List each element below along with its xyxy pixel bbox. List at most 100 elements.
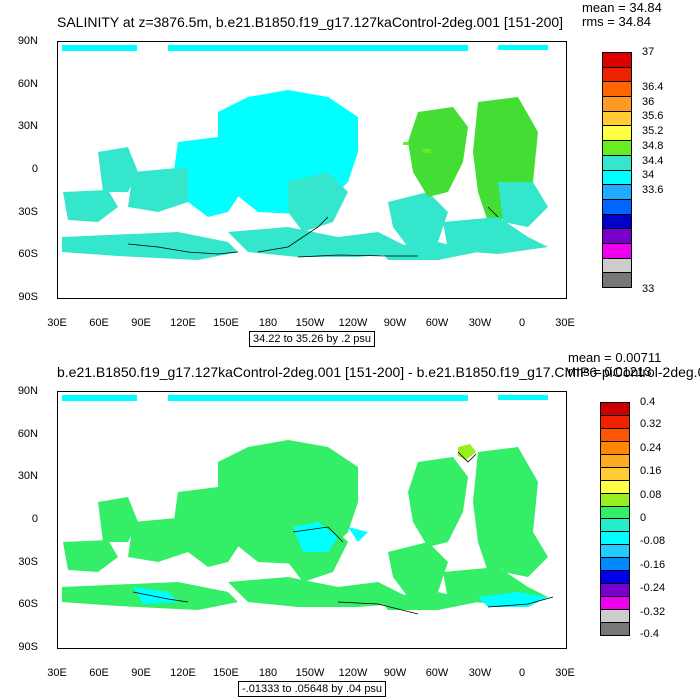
panel2-lat-label-90n: 90N bbox=[17, 385, 38, 397]
panel2-colorbar-label: -0.32 bbox=[640, 605, 666, 618]
panel2-colorbar-label: 0.4 bbox=[640, 396, 656, 408]
panel1-colorbar-label: 36 bbox=[642, 95, 655, 108]
panel2-contour-lines bbox=[132, 451, 554, 615]
panel1-lon-label: 60E bbox=[89, 317, 109, 329]
panel2-colorbar-label: -0.24 bbox=[640, 582, 666, 595]
panel2-colorbar-swatch bbox=[601, 454, 629, 468]
panel2-lon-label: 150E bbox=[213, 667, 239, 679]
panel2-lon-label: 30W bbox=[468, 667, 492, 679]
panel1-colorbar-label: 34.8 bbox=[642, 139, 664, 152]
panel2-lat-label-30n: 30N bbox=[17, 470, 38, 482]
panel1-mean: mean = 34.84 bbox=[582, 0, 662, 15]
panel1-colorbar-label: 36.4 bbox=[642, 80, 664, 93]
panel1-colorbar-swatch bbox=[603, 53, 631, 68]
panel2-map bbox=[57, 391, 567, 649]
panel1-map bbox=[57, 41, 567, 299]
panel2-colorbar-swatch bbox=[601, 428, 629, 442]
panel2-colorbar-swatch bbox=[601, 506, 629, 520]
panel1-lat-label-90s: 90S bbox=[18, 291, 38, 303]
panel2-lat-label-60n: 60N bbox=[17, 428, 38, 440]
panel1-lon-label: 30E bbox=[47, 317, 67, 329]
panel2-lat-label-0: 0 bbox=[31, 513, 38, 525]
panel2-mean: mean = 0.00711 bbox=[568, 350, 662, 365]
panel2-lon-label: 30E bbox=[47, 667, 67, 679]
panel2-colorbar-swatch bbox=[601, 597, 629, 610]
panel1-lon-label: 180 bbox=[258, 317, 278, 329]
panel1-title: SALINITY at z=3876.5m, b.e21.B1850.f19_g… bbox=[57, 14, 564, 30]
panel1-colorbar-swatch bbox=[603, 155, 631, 171]
panel2-colorbar-swatch bbox=[601, 558, 629, 572]
panel2-colorbar-label: 0.08 bbox=[640, 488, 662, 501]
panel1-lat-label-60n: 60N bbox=[17, 78, 38, 90]
panel1-colorbar-label: 35.2 bbox=[642, 125, 664, 138]
panel2-rms: rms = 0.01213 bbox=[568, 364, 652, 379]
panel2-lon-label: 0 bbox=[518, 667, 526, 679]
panel2-colorbar-swatch bbox=[601, 545, 629, 559]
panel1-colorbar-swatch bbox=[603, 229, 631, 244]
panel1-colorbar-swatch bbox=[603, 111, 631, 127]
panel1-colorbar-swatch bbox=[603, 258, 631, 274]
panel2-colorbar-swatch bbox=[601, 467, 629, 481]
panel1-lon-label: 30W bbox=[468, 317, 492, 329]
panel1-colorbar bbox=[602, 52, 632, 288]
panel1-colorbar-swatch bbox=[603, 243, 631, 259]
panel2-lon-label: 90W bbox=[383, 667, 407, 679]
panel1-rms: rms = 34.84 bbox=[582, 14, 652, 29]
panel1-contour-info: 34.22 to 35.26 by .2 psu bbox=[249, 331, 376, 347]
panel1-lon-label: 90E bbox=[131, 317, 151, 329]
panel1-colorbar-swatch bbox=[603, 170, 631, 186]
panel2-colorbar-label: -0.08 bbox=[640, 535, 666, 548]
panel1-colorbar-swatch bbox=[603, 185, 631, 200]
panel1-lon-label: 60W bbox=[425, 317, 449, 329]
panel2-title: b.e21.B1850.f19_g17.127kaControl-2deg.00… bbox=[57, 364, 700, 380]
panel2-lon-label: 120W bbox=[338, 667, 368, 679]
panel2-colorbar-swatch bbox=[601, 493, 629, 507]
panel1-colorbar-swatch bbox=[603, 199, 631, 215]
panel1-lat-label-0: 0 bbox=[31, 163, 38, 175]
panel1-colorbar-label: 37 bbox=[642, 46, 655, 58]
panel1-lat-label-90n: 90N bbox=[17, 35, 38, 47]
panel1-colorbar-label: 34 bbox=[642, 169, 655, 182]
panel2-lat-label-60s: 60S bbox=[18, 598, 38, 610]
panel1-lon-label: 90W bbox=[383, 317, 407, 329]
panel2-colorbar-label: -0.16 bbox=[640, 558, 666, 571]
panel1-lon-label: 0 bbox=[518, 317, 526, 329]
panel2-colorbar-label: 0.16 bbox=[640, 465, 662, 478]
panel1-lon-label: 120E bbox=[170, 317, 196, 329]
panel1-lon-label: 150W bbox=[295, 317, 325, 329]
panel2-colorbar-label: 0.32 bbox=[640, 418, 662, 431]
panel2-colorbar-swatch bbox=[601, 622, 629, 635]
panel2-map-field bbox=[62, 395, 554, 615]
panel2-colorbar-swatch bbox=[601, 584, 629, 598]
panel1-colorbar-swatch bbox=[603, 214, 631, 230]
panel1-lon-label: 150E bbox=[213, 317, 239, 329]
panel1-colorbar-label: 33.6 bbox=[642, 184, 664, 197]
panel2-lat-label-90s: 90S bbox=[18, 641, 38, 653]
panel1-colorbar-swatch bbox=[603, 126, 631, 142]
panel2-lon-label: 90E bbox=[131, 667, 151, 679]
panel2-colorbar-swatch bbox=[601, 610, 629, 623]
panel1-contour-lines bbox=[127, 206, 499, 258]
panel2-colorbar-label: -0.4 bbox=[640, 628, 659, 640]
panel2-colorbar-swatch bbox=[601, 441, 629, 455]
panel1-colorbar-swatch bbox=[603, 67, 631, 83]
panel2-lon-label: 60E bbox=[89, 667, 109, 679]
panel2-colorbar-swatch bbox=[601, 519, 629, 533]
panel1-colorbar-swatch bbox=[603, 97, 631, 112]
panel1-ocean-fill bbox=[62, 45, 548, 260]
panel1-lat-label-30n: 30N bbox=[17, 120, 38, 132]
panel2-colorbar-label: 0 bbox=[640, 512, 647, 524]
panel1-colorbar-swatch bbox=[603, 141, 631, 156]
panel1-colorbar-label: 35.6 bbox=[642, 110, 664, 123]
panel2-colorbar-label: 0.24 bbox=[640, 441, 662, 454]
panel2-lon-label: 180 bbox=[258, 667, 278, 679]
panel1-colorbar-label: 34.4 bbox=[642, 154, 664, 167]
panel1-lat-label-60s: 60S bbox=[18, 248, 38, 260]
panel2-contour-info: -.01333 to .05648 by .04 psu bbox=[238, 681, 387, 697]
panel1-colorbar-swatch bbox=[603, 273, 631, 287]
panel2-lat-label-30s: 30S bbox=[18, 556, 38, 568]
panel2-lon-label: 150W bbox=[295, 667, 325, 679]
panel1-lon-label: 120W bbox=[338, 317, 368, 329]
panel2-colorbar-swatch bbox=[601, 480, 629, 494]
panel2-colorbar bbox=[600, 402, 630, 636]
